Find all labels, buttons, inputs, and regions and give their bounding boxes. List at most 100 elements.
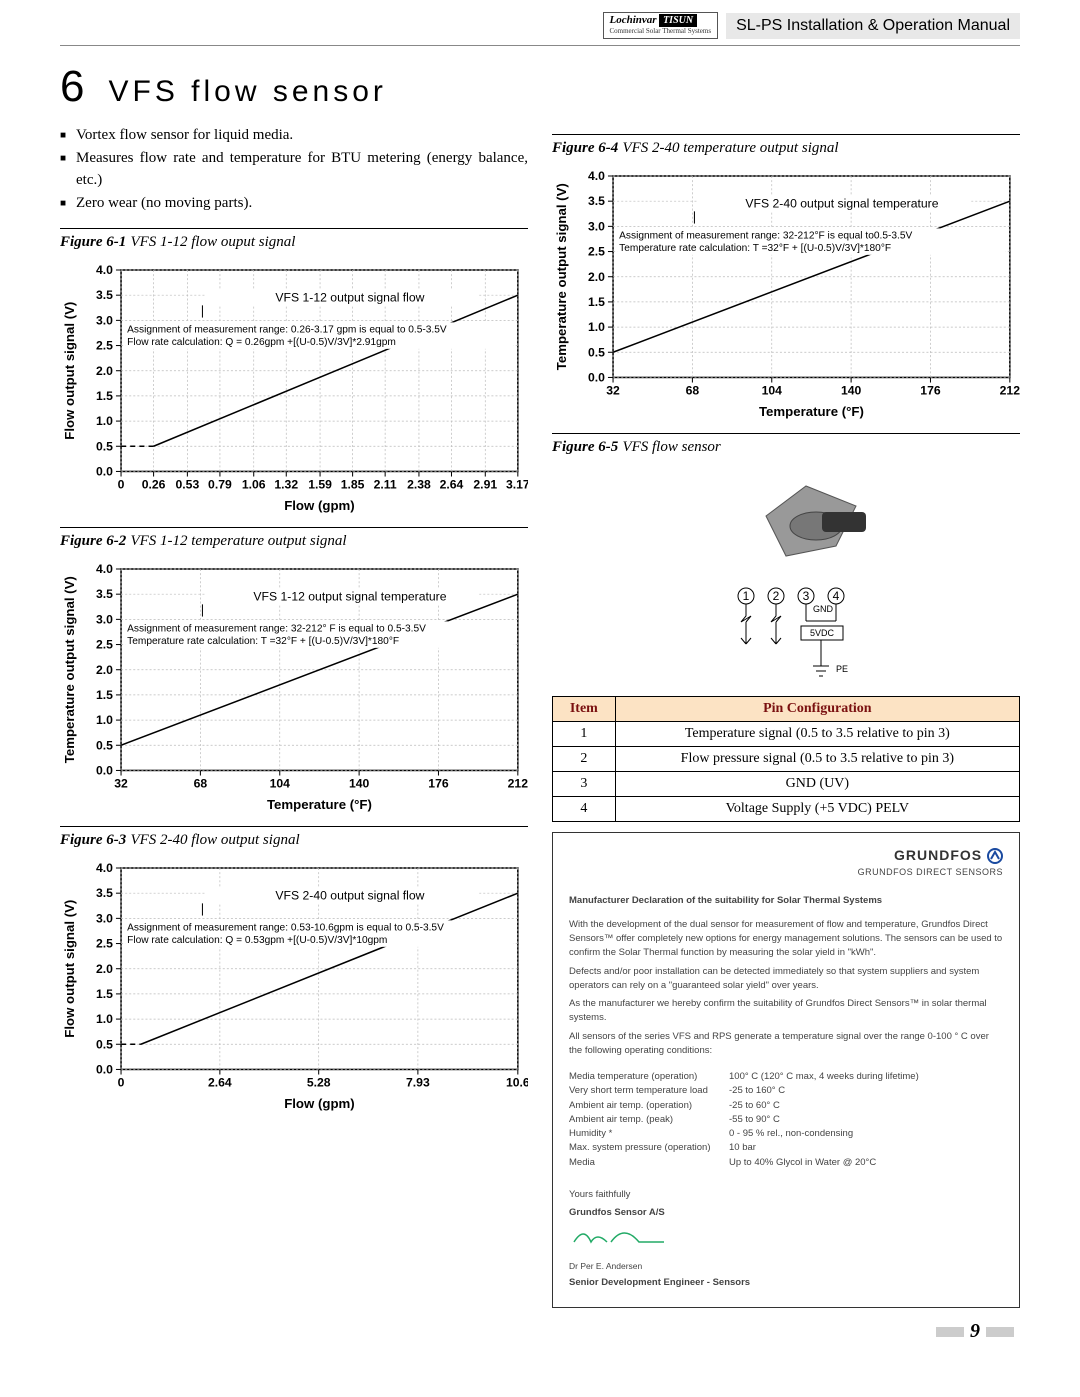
pin-configuration-table: Item Pin Configuration 1Temperature sign… (552, 696, 1020, 822)
grundfos-logo: GRUNDFOS (569, 845, 1003, 866)
chart-vfs-2-40-temp: 32681041401762120.00.51.01.52.02.53.03.5… (552, 163, 1020, 423)
svg-text:0.5: 0.5 (96, 439, 113, 453)
svg-text:4.0: 4.0 (588, 169, 605, 183)
svg-text:0.0: 0.0 (96, 764, 113, 778)
svg-text:1.0: 1.0 (96, 713, 113, 727)
header-bar: Lochinvar TISUN Commercial Solar Thermal… (60, 12, 1020, 43)
svg-text:4.0: 4.0 (96, 562, 113, 576)
svg-text:1.5: 1.5 (96, 688, 113, 702)
manufacturer-declaration: GRUNDFOS GRUNDFOS DIRECT SENSORS Manufac… (552, 832, 1020, 1308)
svg-text:Assignment of measurement rang: Assignment of measurement range: 32-212°… (619, 231, 912, 242)
svg-text:Temperature output signal (V): Temperature output signal (V) (62, 576, 77, 763)
figure-caption: Figure 6-5 VFS flow sensor (552, 433, 1020, 456)
svg-text:Temperature (°F): Temperature (°F) (267, 797, 372, 812)
svg-text:PE: PE (836, 664, 848, 674)
spec-row: Ambient air temp. (operation)-25 to 60° … (569, 1099, 1003, 1113)
spec-row: Very short term temperature load-25 to 1… (569, 1084, 1003, 1098)
figure-caption: Figure 6-4 VFS 2-40 temperature output s… (552, 134, 1020, 157)
svg-text:4.0: 4.0 (96, 263, 113, 277)
tisun-badge: TISUN (659, 14, 697, 27)
svg-text:Assignment of measurement rang: Assignment of measurement range: 0.26-3.… (127, 325, 447, 336)
svg-text:2.0: 2.0 (96, 962, 113, 976)
svg-text:Temperature output signal (V): Temperature output signal (V) (554, 183, 569, 370)
signoff: Yours faithfully (569, 1188, 1003, 1202)
svg-text:3.0: 3.0 (96, 313, 113, 327)
section-number: 6 (60, 62, 84, 112)
svg-text:2.5: 2.5 (96, 937, 113, 951)
svg-text:140: 140 (349, 777, 370, 791)
figure-caption: Figure 6-3 VFS 2-40 flow output signal (60, 826, 528, 849)
svg-text:7.93: 7.93 (406, 1076, 430, 1090)
spec-row: Max. system pressure (operation)10 bar (569, 1141, 1003, 1155)
svg-text:VFS 1-12 output signal flow: VFS 1-12 output signal flow (275, 290, 424, 304)
left-column: Vortex flow sensor for liquid media. Mea… (60, 124, 528, 1308)
svg-text:2.5: 2.5 (96, 339, 113, 353)
signer-name: Dr Per E. Andersen (569, 1260, 1003, 1273)
spec-row: Media temperature (operation)100° C (120… (569, 1070, 1003, 1084)
svg-text:1.0: 1.0 (96, 414, 113, 428)
svg-text:10.6: 10.6 (506, 1076, 528, 1090)
signature-icon (569, 1224, 669, 1250)
svg-text:1.0: 1.0 (96, 1012, 113, 1026)
brand-logo: Lochinvar TISUN Commercial Solar Thermal… (603, 12, 719, 39)
svg-text:212: 212 (1000, 384, 1020, 398)
manual-title: SL-PS Installation & Operation Manual (726, 13, 1020, 39)
svg-text:104: 104 (270, 777, 291, 791)
svg-text:4: 4 (833, 589, 840, 603)
svg-text:3.17: 3.17 (506, 478, 528, 492)
figure-caption: Figure 6-2 VFS 1-12 temperature output s… (60, 527, 528, 550)
svg-text:0.0: 0.0 (96, 465, 113, 479)
svg-text:Flow rate calculation: Q = 0.2: Flow rate calculation: Q = 0.26gpm +[(U-… (127, 337, 396, 348)
svg-text:3.5: 3.5 (96, 288, 113, 302)
page-number: 9 (60, 1320, 1020, 1343)
brand-subtitle: Commercial Solar Thermal Systems (610, 27, 712, 35)
svg-text:Temperature rate calculation:: Temperature rate calculation: T =32°F + … (127, 636, 399, 647)
svg-text:GND: GND (813, 604, 834, 614)
svg-text:Flow output signal (V): Flow output signal (V) (62, 900, 77, 1038)
company: Grundfos Sensor A/S (569, 1206, 1003, 1220)
divider (60, 45, 1020, 46)
svg-text:Temperature rate calculation:: Temperature rate calculation: T =32°F + … (619, 243, 891, 254)
svg-text:140: 140 (841, 384, 862, 398)
spec-row: Ambient air temp. (peak)-55 to 90° C (569, 1113, 1003, 1127)
svg-text:176: 176 (428, 777, 449, 791)
svg-text:5VDC: 5VDC (810, 628, 835, 638)
svg-text:5.28: 5.28 (307, 1076, 331, 1090)
svg-text:212: 212 (508, 777, 528, 791)
right-column: Figure 6-4 VFS 2-40 temperature output s… (552, 124, 1020, 1308)
declaration-para: With the development of the dual sensor … (569, 918, 1003, 961)
svg-text:Assignment of measurement rang: Assignment of measurement range: 32-212°… (127, 624, 426, 635)
spec-row: Humidity *0 - 95 % rel., non-condensing (569, 1127, 1003, 1141)
svg-text:VFS 2-40 output signal flow: VFS 2-40 output signal flow (275, 888, 424, 902)
svg-text:0.26: 0.26 (142, 478, 166, 492)
svg-text:3.0: 3.0 (588, 219, 605, 233)
svg-text:1.32: 1.32 (274, 478, 298, 492)
svg-text:0.53: 0.53 (176, 478, 200, 492)
svg-text:2.91: 2.91 (473, 478, 497, 492)
svg-text:4.0: 4.0 (96, 861, 113, 875)
svg-text:0.0: 0.0 (588, 371, 605, 385)
svg-text:1: 1 (743, 589, 750, 603)
svg-text:1.85: 1.85 (341, 478, 365, 492)
svg-text:Flow (gpm): Flow (gpm) (284, 1096, 354, 1111)
svg-text:3.5: 3.5 (96, 587, 113, 601)
declaration-para: As the manufacturer we hereby confirm th… (569, 997, 1003, 1026)
declaration-title: Manufacturer Declaration of the suitabil… (569, 894, 1003, 908)
table-row: 2Flow pressure signal (0.5 to 3.5 relati… (553, 747, 1020, 772)
svg-text:3.5: 3.5 (96, 886, 113, 900)
svg-text:3.5: 3.5 (588, 194, 605, 208)
svg-text:2.64: 2.64 (208, 1076, 232, 1090)
svg-text:2.38: 2.38 (407, 478, 431, 492)
svg-text:2.0: 2.0 (96, 364, 113, 378)
svg-text:VFS 2-40 output signal tempera: VFS 2-40 output signal temperature (745, 196, 938, 210)
svg-text:2: 2 (773, 589, 780, 603)
svg-text:VFS 1-12 output signal tempera: VFS 1-12 output signal temperature (253, 589, 446, 603)
svg-text:1.0: 1.0 (588, 320, 605, 334)
svg-text:2.0: 2.0 (588, 270, 605, 284)
svg-text:32: 32 (606, 384, 620, 398)
svg-text:Flow (gpm): Flow (gpm) (284, 498, 354, 513)
figure-caption: Figure 6-1 VFS 1-12 flow ouput signal (60, 228, 528, 251)
svg-text:68: 68 (194, 777, 208, 791)
chart-vfs-1-12-flow: 00.260.530.791.061.321.591.852.112.382.6… (60, 257, 528, 517)
svg-text:1.06: 1.06 (242, 478, 266, 492)
